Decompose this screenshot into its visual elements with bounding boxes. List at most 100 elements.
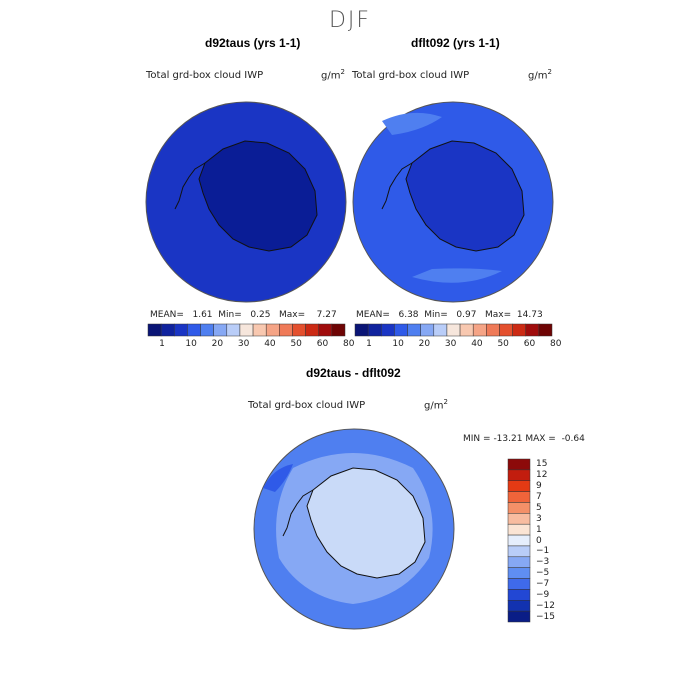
panel-2-colorbar-swatch [354,323,369,337]
panel-2-colorbar-swatch [381,323,395,337]
panel-1-colorbar-labels: 1 10 20 30 40 50 60 80 [148,339,354,351]
panel-3-colorbar-tick-label: 7 [536,492,542,503]
panel-3-colorbar-swatch [507,458,531,471]
panel-3-antarctica-outline [306,467,426,579]
panel-2-colorbar-swatch [525,323,540,337]
panel-1-title: d92taus (yrs 1-1) [205,36,301,50]
panel-1-colorbar-tick-label: 60 [316,339,329,349]
panel-2-colorbar-swatch [446,323,461,337]
panel-3-colorbar-swatch [507,491,531,503]
panel-3-peninsula-outline [282,489,314,537]
panel-3-colorbar-swatch [507,502,531,514]
panel-3-polar-map [253,428,455,630]
panel-3-colorbar-swatch [507,610,531,623]
panel-2-polar-map [352,101,554,303]
panel-3-colorbar-tick-label: −1 [536,546,550,557]
panel-1-stats: MEAN= 1.61 Min= 0.25 Max= 7.27 [150,310,337,320]
panel-3-colorbar-labels: 15 12 9 7 5 3 1 0 −1 −3 −5 −7 −9 −12 −15 [536,459,576,622]
panel-2-colorbar-swatch [538,323,553,337]
panel-3-colorbar-swatch [507,545,531,558]
panel-2-colorbar-swatch [394,323,408,337]
panel-1-colorbar-swatch [187,323,201,337]
panel-2-colorbar-labels: 1 10 20 30 40 50 60 80 [355,339,561,351]
panel-3-colorbar-tick-label: 15 [536,459,548,470]
panel-2-variable-label: Total grd-box cloud IWP [352,70,470,81]
panel-3-colorbar-tick-label: 0 [536,535,542,546]
panel-1-colorbar-swatch [252,323,267,337]
panel-2-colorbar-swatch [499,323,513,337]
panel-2-colorbar-swatch [407,323,421,337]
panel-2-blob-light-south [412,268,502,283]
panel-2-antarctica-outline [405,140,525,252]
panel-3-colorbar-swatch [507,534,531,547]
panel-3-colorbar-swatch [507,469,531,481]
panel-3-colorbar-swatch [507,589,531,601]
panel-3-colorbar [507,458,531,623]
panel-2-colorbar-swatch [367,323,382,337]
panel-1-colorbar-swatch [226,323,241,337]
panel-2-colorbar-swatch [459,323,474,337]
panel-2-colorbar-swatch [486,323,500,337]
panel-1-colorbar-swatch [279,323,293,337]
panel-3-colorbar-tick-label: 5 [536,502,542,513]
panel-2-colorbar-tick-label: 60 [523,339,536,349]
panel-1-colorbar-swatch [147,323,162,337]
panel-1-antarctica-outline [198,140,318,252]
panel-1-colorbar-tick-label: 10 [185,339,197,349]
panel-2-colorbar-tick-label: 40 [471,339,483,349]
panel-3-dark-patch [263,464,293,492]
panel-3-colorbar-swatch [507,523,531,536]
panel-3-colorbar-swatch [507,480,531,492]
panel-1-colorbar-tick-label: 40 [264,339,276,349]
panel-3-colorbar-swatch [507,567,531,579]
panel-2-colorbar-tick-label: 30 [444,339,457,349]
panel-1-polar-map [145,101,347,303]
panel-1-variable-label: Total grd-box cloud IWP [146,70,264,81]
panel-2-colorbar-tick-label: 80 [550,339,562,349]
panel-1-units: g/m2 [321,68,345,82]
panel-3-colorbar-swatch [507,578,531,590]
panel-3-colorbar-tick-label: 1 [536,524,542,535]
panel-1-colorbar-swatch [265,323,280,337]
panel-3-colorbar-tick-label: −3 [536,557,550,568]
panel-1-colorbar-swatch [318,323,333,337]
panel-3-colorbar-tick-label: 12 [536,470,548,481]
panel-3-colorbar-tick-label: −15 [536,611,555,622]
panel-1-colorbar-tick-label: 30 [237,339,250,349]
panel-2-colorbar [354,323,553,337]
panel-2-title: dflt092 (yrs 1-1) [411,36,500,50]
panel-2-colorbar-tick-label: 50 [497,339,509,349]
season-title: DJF [328,8,372,33]
panel-1-colorbar-tick-label: 80 [343,339,355,349]
panel-3-colorbar-tick-label: −12 [536,600,555,611]
panel-3-stats: MIN = -13.21 MAX = -0.64 [463,434,585,444]
panel-1-colorbar-tick-label: 20 [211,339,224,349]
panel-3-colorbar-swatch [507,513,531,525]
panel-1-colorbar [147,323,346,337]
panel-2-colorbar-swatch [433,323,448,337]
panel-1-colorbar-tick-label: 50 [290,339,302,349]
panel-1-colorbar-swatch [174,323,188,337]
panel-1-colorbar-swatch [292,323,306,337]
panel-2-colorbar-swatch [472,323,487,337]
panel-2-stats: MEAN= 6.38 Min= 0.97 Max= 14.73 [356,310,543,320]
panel-3-colorbar-tick-label: −7 [536,578,550,589]
panel-3-colorbar-swatch [507,556,531,568]
panel-3-colorbar-tick-label: −5 [536,568,550,579]
panel-3-colorbar-tick-label: 3 [536,513,542,524]
panel-1-colorbar-swatch [305,323,319,337]
panel-2-colorbar-tick-label: 10 [392,339,404,349]
panel-3-colorbar-tick-label: −9 [536,589,550,600]
panel-3-title: d92taus - dflt092 [306,366,401,380]
panel-1-colorbar-swatch [213,323,228,337]
panel-3-colorbar-swatch [507,600,531,612]
panel-2-peninsula-outline [381,162,413,210]
panel-2-colorbar-tick-label: 1 [366,339,372,349]
panel-2-colorbar-tick-label: 20 [418,339,431,349]
panel-1-colorbar-swatch [331,323,346,337]
panel-3-units: g/m2 [424,398,448,412]
panel-1-peninsula-outline [174,162,206,210]
panel-1-colorbar-swatch [200,323,214,337]
panel-3-variable-label: Total grd-box cloud IWP [248,400,366,411]
panel-2-units: g/m2 [528,68,552,82]
